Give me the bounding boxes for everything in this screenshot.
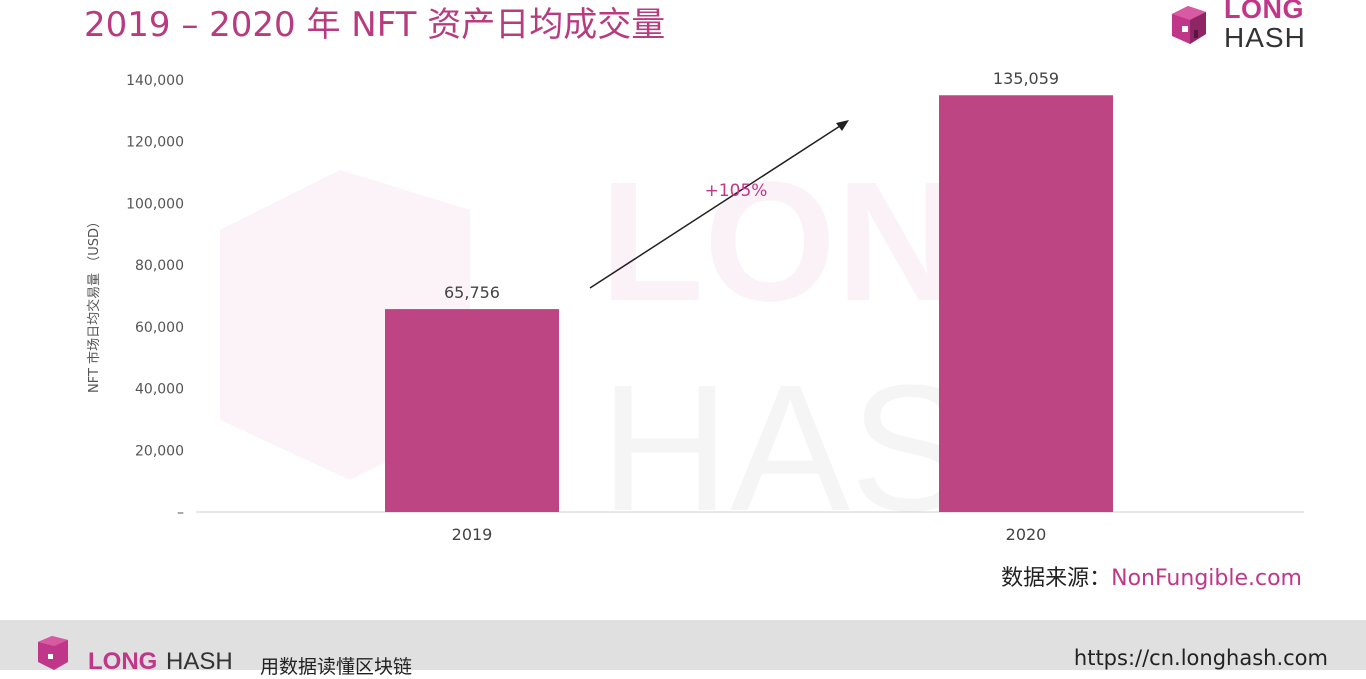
- bar-2019: [385, 309, 559, 512]
- y-tick-label: 40,000: [135, 382, 184, 398]
- brand-logo-long: LONG: [1224, 0, 1304, 24]
- y-tick-label: 100,000: [126, 196, 184, 212]
- x-axis: 2019 2020: [452, 525, 1047, 544]
- bar-value-label: 135,059: [993, 69, 1059, 88]
- y-tick-label: 140,000: [126, 73, 184, 89]
- footer-url[interactable]: https://cn.longhash.com: [1073, 646, 1328, 670]
- brand-logo-hash: HASH: [1224, 22, 1306, 53]
- footer-logo-long: LONG: [88, 648, 158, 675]
- bars: 65,756 135,059: [385, 69, 1113, 512]
- x-tick-label: 2020: [1006, 525, 1047, 544]
- data-source: 数据来源：NonFungible.com: [1001, 560, 1302, 592]
- brand-logo: LONG HASH: [1164, 0, 1314, 56]
- y-tick-label: 80,000: [135, 258, 184, 274]
- footer-cube-icon: [38, 636, 68, 670]
- page-title: 2019 – 2020 年 NFT 资产日均成交量: [84, 5, 666, 45]
- bar-chart: LONG HASH –20,00040,00060,00080,000100,0…: [86, 69, 1304, 544]
- data-source-link[interactable]: NonFungible.com: [1111, 566, 1302, 591]
- footer-tagline: 用数据读懂区块链: [260, 656, 413, 678]
- x-tick-label: 2019: [452, 525, 493, 544]
- growth-arrow: [589, 120, 849, 289]
- footer-logo-hash: HASH: [166, 648, 233, 675]
- growth-annotation: +105%: [705, 181, 768, 201]
- bar-2020: [939, 95, 1113, 512]
- y-axis: – 20,000 40,000 60,000 80,000 100,000 120,000 1…: [126, 73, 184, 521]
- data-source-label: 数据来源：: [1001, 566, 1112, 591]
- bar-value-label: 65,756: [444, 283, 500, 302]
- y-axis-label: NFT 市场日均交易量 （USD）: [86, 215, 102, 393]
- y-tick-label: 60,000: [135, 320, 184, 336]
- y-tick-label: 120,000: [126, 135, 184, 151]
- footer-bar: LONG HASH 用数据读懂区块链 https://cn.longhash.c…: [0, 620, 1366, 678]
- y-tick-label: –: [177, 505, 184, 521]
- y-tick-label: 20,000: [135, 443, 184, 459]
- brand-cube-icon: [1172, 6, 1206, 44]
